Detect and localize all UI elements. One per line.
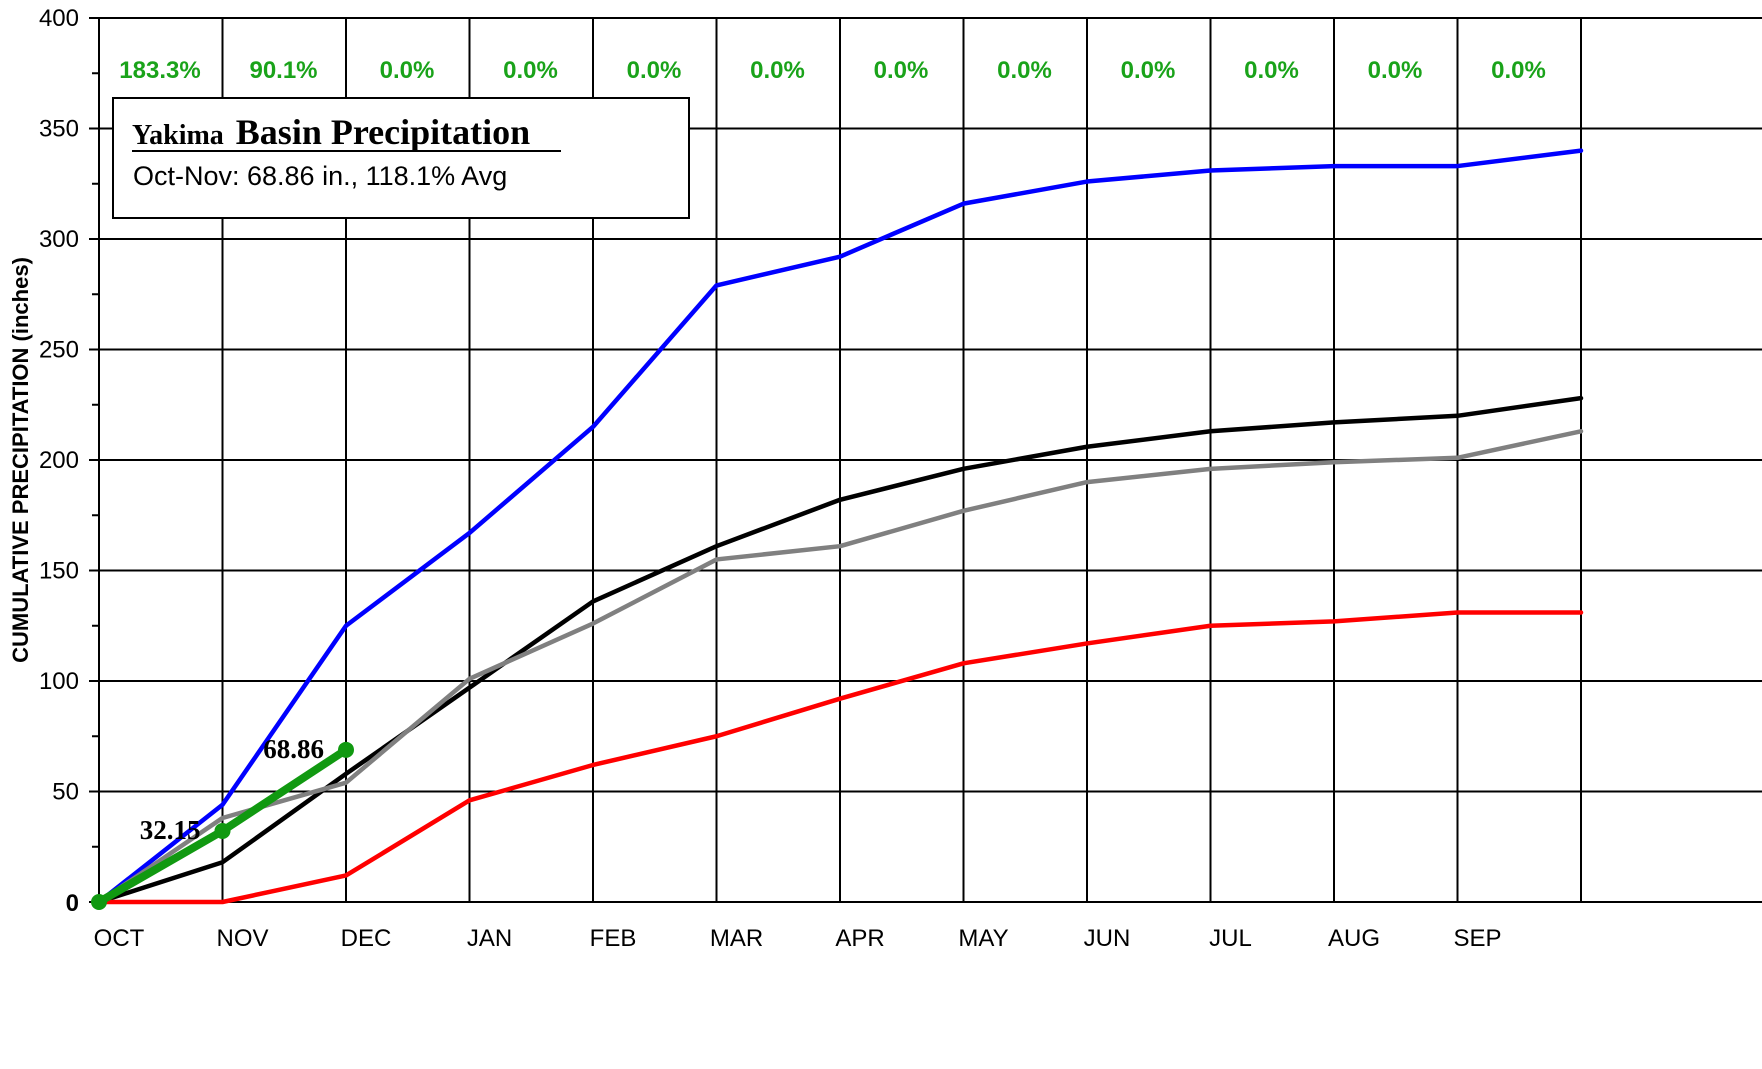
- x-tick-label: JAN: [467, 925, 512, 952]
- x-tick-label: JUL: [1209, 925, 1252, 952]
- y-tick-label: 250: [39, 337, 79, 364]
- x-tick-label: SEP: [1453, 925, 1501, 952]
- y-tick-label: 100: [39, 668, 79, 695]
- x-tick-label: JUN: [1084, 925, 1131, 952]
- point-value-label: 68.86: [263, 734, 324, 764]
- chart-subtitle: Oct-Nov: 68.86 in., 118.1% Avg: [133, 161, 507, 191]
- current-year-point: [91, 894, 107, 910]
- monthly-percent-labels: 183.3% 90.1% 0.0% 0.0% 0.0% 0.0% 0.0% 0.0% 0.0% 0…: [119, 57, 1546, 84]
- x-tick-label: MAR: [710, 925, 763, 952]
- y-tick-label: 150: [39, 558, 79, 585]
- series-line: [96, 148, 1584, 905]
- axes: [89, 17, 100, 903]
- month-percent-label: 0.0%: [1121, 57, 1176, 84]
- title-box-frame: [112, 97, 690, 219]
- month-percent-label: 0.0%: [997, 57, 1052, 84]
- title-basin-name: Yakima: [132, 120, 224, 151]
- point-value-label: 32.15: [140, 815, 201, 845]
- y-tick-label: 350: [39, 116, 79, 143]
- y-tick-label: 0: [66, 890, 79, 917]
- month-percent-label: 183.3%: [119, 57, 200, 84]
- x-tick-label: AUG: [1328, 925, 1380, 952]
- chart-title: Yakima Basin Precipitation: [132, 112, 530, 152]
- y-tick-label: 200: [39, 447, 79, 474]
- month-percent-label: 0.0%: [627, 57, 682, 84]
- month-percent-label: 0.0%: [874, 57, 929, 84]
- y-axis-label: CUMULATIVE PRECIPITATION (inches): [8, 257, 33, 663]
- month-percent-label: 0.0%: [1368, 57, 1423, 84]
- current-year-point: [338, 741, 354, 758]
- x-tick-label: APR: [835, 925, 884, 952]
- y-tick-label: 50: [52, 779, 79, 806]
- month-percent-label: 0.0%: [503, 57, 558, 84]
- x-tick-label: NOV: [216, 925, 268, 952]
- x-tick-label: OCT: [94, 925, 145, 952]
- y-tick-label: 400: [39, 5, 79, 32]
- month-percent-label: 90.1%: [249, 57, 317, 84]
- x-tick-label: FEB: [590, 925, 637, 952]
- month-percent-label: 0.0%: [1244, 57, 1299, 84]
- series-line: [96, 395, 1584, 905]
- series-line: [96, 610, 1584, 905]
- series-line: [96, 429, 1584, 905]
- current-year-point: [214, 822, 231, 839]
- x-tick-label: MAY: [958, 925, 1008, 952]
- title-main-text: Basin Precipitation: [236, 112, 530, 152]
- month-percent-label: 0.0%: [1491, 57, 1546, 84]
- month-percent-label: 0.0%: [750, 57, 805, 84]
- title-box: Yakima Basin Precipitation Oct-Nov: 68.8…: [112, 97, 690, 219]
- y-tick-label: 300: [39, 226, 79, 253]
- month-percent-label: 0.0%: [380, 57, 435, 84]
- series-lines: [91, 148, 1584, 910]
- x-tick-label: DEC: [341, 925, 392, 952]
- tick-labels: 0 50 100 150 200 250 300 350 400 OCT NOV DEC JAN FEB M…: [39, 5, 1502, 952]
- point-labels: 32.15 68.86: [140, 734, 324, 845]
